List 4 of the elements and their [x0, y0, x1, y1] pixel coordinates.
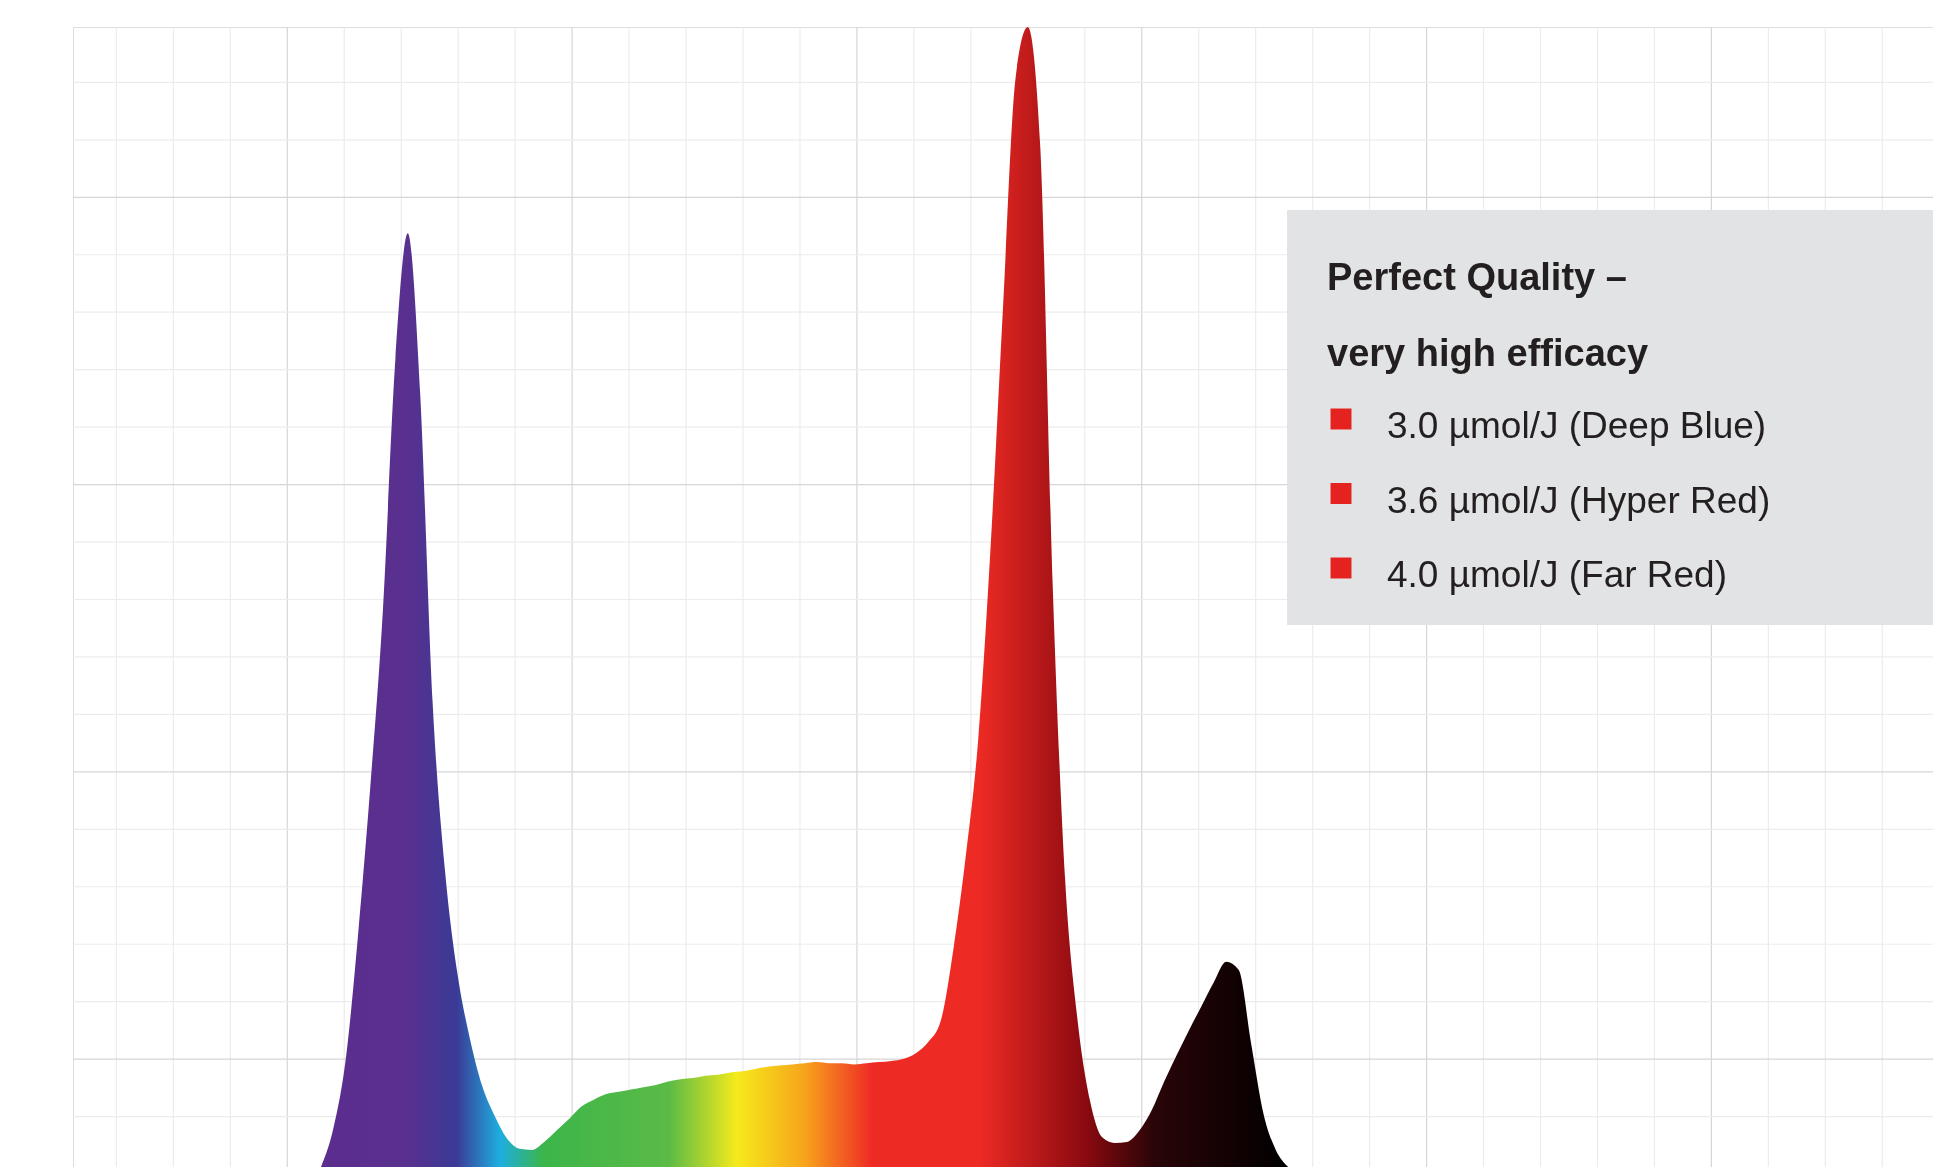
annotation: 3.6 µmol/J (Hyper Red): [1387, 479, 1771, 521]
annotation: 4.0 µmol/J (Far Red): [1387, 554, 1728, 595]
text: Perfect Quality – very high efficacy: [1327, 256, 1649, 374]
annotation: 3.0 µmol/J (Deep Blue): [1387, 405, 1767, 446]
